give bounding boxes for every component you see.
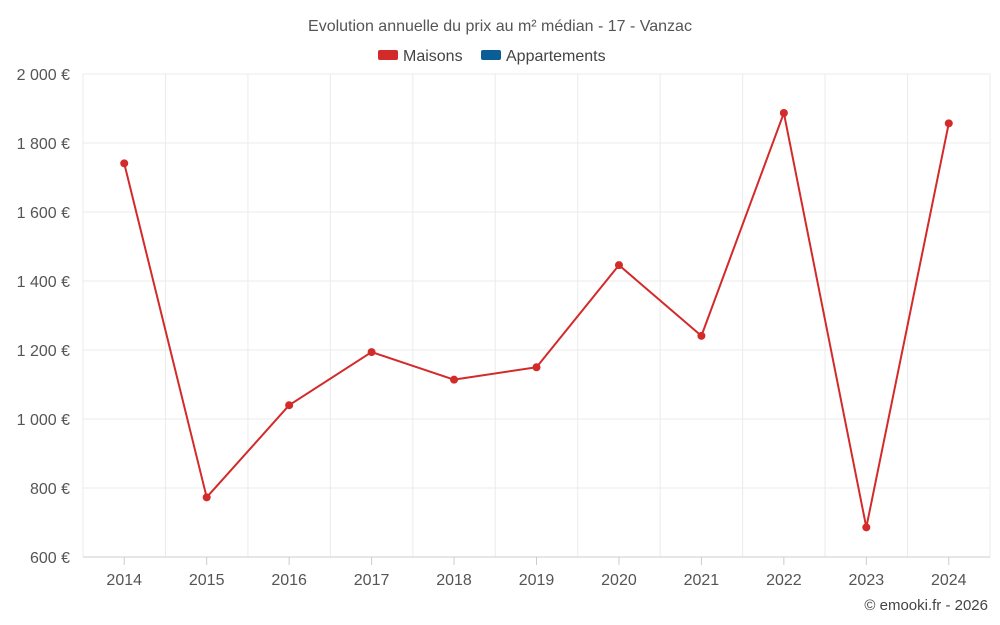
legend-swatch-appartements [481, 50, 501, 60]
x-tick-label: 2016 [271, 572, 307, 589]
data-point[interactable] [862, 523, 871, 532]
legend: Maisons Appartements [378, 48, 606, 65]
y-tick-label: 1 400 € [17, 274, 70, 291]
x-tick-label: 2022 [766, 572, 802, 589]
x-tick-label: 2018 [436, 572, 472, 589]
x-tick-label: 2020 [601, 572, 637, 589]
legend-label-maisons: Maisons [403, 48, 463, 65]
legend-swatch-maisons [378, 50, 398, 60]
x-tick-label: 2021 [684, 572, 720, 589]
x-tick-label: 2014 [106, 572, 142, 589]
data-point[interactable] [120, 159, 129, 168]
x-tick-label: 2024 [931, 572, 967, 589]
data-point[interactable] [367, 348, 376, 357]
credit-text: © emooki.fr - 2026 [864, 597, 988, 614]
chart-title: Evolution annuelle du prix au m² médian … [308, 18, 692, 35]
legend-item-appartements[interactable]: Appartements [481, 48, 606, 65]
series-layer [120, 108, 953, 532]
y-tick-label: 1 800 € [17, 136, 70, 153]
y-tick-label: 800 € [30, 481, 70, 498]
data-point[interactable] [697, 331, 706, 340]
y-tick-label: 1 200 € [17, 343, 70, 360]
y-tick-label: 600 € [30, 550, 70, 567]
x-axis: 2014 2015 2016 2017 2018 2019 2020 2021 2022 2023… [83, 556, 990, 589]
legend-label-appartements: Appartements [506, 48, 606, 65]
y-tick-label: 1 600 € [17, 205, 70, 222]
data-point[interactable] [779, 108, 788, 117]
data-point[interactable] [614, 261, 623, 270]
y-tick-label: 1 000 € [17, 412, 70, 429]
data-point[interactable] [202, 493, 211, 502]
y-tick-label: 2 000 € [17, 67, 70, 84]
data-point[interactable] [532, 363, 541, 372]
x-tick-label: 2019 [519, 572, 555, 589]
y-axis: 600 € 800 € 1 000 € 1 200 € 1 400 € 1 600 € 1 … [17, 67, 70, 567]
legend-item-maisons[interactable]: Maisons [378, 48, 463, 65]
data-point[interactable] [944, 119, 953, 128]
x-tick-label: 2017 [354, 572, 390, 589]
x-tick-label: 2023 [849, 572, 885, 589]
data-point[interactable] [450, 375, 459, 384]
data-point[interactable] [285, 401, 294, 410]
x-tick-label: 2015 [189, 572, 225, 589]
